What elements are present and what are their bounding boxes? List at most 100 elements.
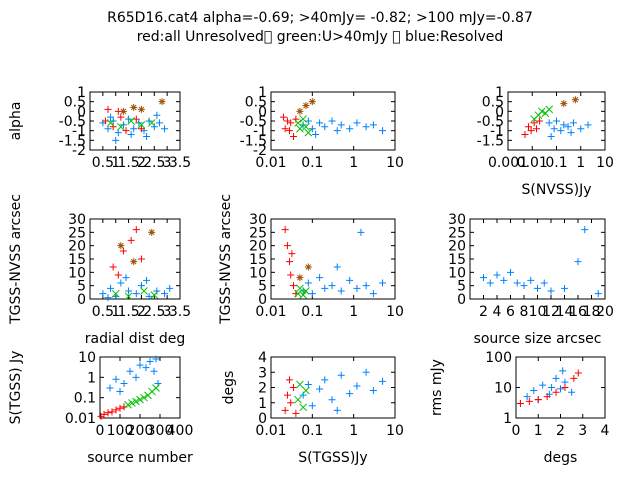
data-point xyxy=(520,282,528,290)
x-tick-label: 14 xyxy=(556,304,574,320)
data-point xyxy=(304,279,312,287)
data-point xyxy=(353,284,361,292)
data-point xyxy=(571,96,579,104)
series-green xyxy=(111,287,159,301)
y-tick-label: 1 xyxy=(503,411,512,427)
data-point xyxy=(527,276,535,284)
x-tick-label: 0.01 xyxy=(255,304,286,320)
data-point xyxy=(574,369,582,377)
x-axis-label: S(NVSS)Jy xyxy=(521,182,591,198)
x-tick-label: 0.1 xyxy=(301,155,323,171)
data-point xyxy=(104,105,112,113)
x-tick-label: 10 xyxy=(596,155,614,171)
series-olive xyxy=(119,98,166,115)
data-point xyxy=(294,119,302,127)
x-tick-label: 3 xyxy=(163,304,172,320)
y-tick-label: 0 xyxy=(77,292,86,308)
x-tick-label: 0.1 xyxy=(301,304,323,320)
data-point xyxy=(525,397,533,405)
data-point xyxy=(379,127,387,135)
data-point xyxy=(136,395,144,404)
data-point xyxy=(112,375,120,383)
y-tick-label: -2 xyxy=(253,143,267,159)
data-point xyxy=(130,125,138,133)
y-axis-label: alpha xyxy=(8,102,24,141)
data-point xyxy=(287,119,295,127)
series-red xyxy=(109,226,145,279)
y-tick-label: 100 xyxy=(485,350,512,366)
series-blue xyxy=(106,355,162,396)
data-point xyxy=(346,125,354,133)
data-point xyxy=(128,399,136,407)
y-tick-label: 0.5 xyxy=(482,95,504,111)
x-tick-label: 0 xyxy=(512,423,521,439)
data-point xyxy=(152,355,160,363)
x-tick-label: 16 xyxy=(569,304,587,320)
series-green xyxy=(124,384,160,409)
data-point xyxy=(379,377,387,385)
x-tick-label: 18 xyxy=(583,304,601,320)
data-point xyxy=(161,290,169,298)
x-tick-label: 0.01 xyxy=(517,155,548,171)
data-point xyxy=(107,284,115,292)
data-point xyxy=(108,408,116,416)
data-point xyxy=(137,125,145,133)
data-point xyxy=(114,129,122,137)
data-point xyxy=(104,294,112,302)
x-axis-label: source size arcsec xyxy=(474,331,602,347)
data-point xyxy=(296,274,304,282)
data-point xyxy=(136,361,144,369)
x-tick-label: 0.1 xyxy=(545,155,567,171)
y-tick-label: 5 xyxy=(457,279,466,295)
data-point xyxy=(116,388,124,396)
data-point xyxy=(328,117,336,125)
data-point xyxy=(552,388,560,396)
data-point xyxy=(321,284,329,292)
data-point xyxy=(106,384,114,392)
series-blue xyxy=(523,367,576,404)
data-point xyxy=(145,292,153,300)
y-tick-label: 0.01 xyxy=(65,411,96,427)
x-tick-label: 100 xyxy=(107,423,134,439)
series-blue xyxy=(99,111,169,144)
y-tick-label: 30 xyxy=(448,212,466,228)
x-tick-label: 200 xyxy=(127,423,154,439)
data-point xyxy=(132,397,140,406)
data-point xyxy=(302,122,310,131)
data-point xyxy=(516,399,524,407)
data-point xyxy=(321,123,329,131)
y-tick-label: 25 xyxy=(68,225,86,241)
data-point xyxy=(328,282,336,290)
data-point xyxy=(140,393,148,402)
data-point xyxy=(104,409,112,417)
data-point xyxy=(127,117,135,125)
data-point xyxy=(122,127,130,135)
y-tick-label: 0 xyxy=(457,292,466,308)
x-tick-label: 4 xyxy=(493,304,502,320)
series-red xyxy=(281,226,300,298)
data-point xyxy=(132,226,140,234)
series-olive xyxy=(296,263,312,282)
data-point xyxy=(289,384,297,391)
y-tick-label: -1 xyxy=(490,124,504,140)
data-point xyxy=(283,117,291,125)
x-tick-label: 1.5 xyxy=(117,304,139,320)
x-tick-label: 2.5 xyxy=(143,155,165,171)
series-green xyxy=(106,117,156,131)
x-tick-label: 1 xyxy=(111,304,120,320)
data-point xyxy=(125,287,133,295)
data-point xyxy=(304,263,312,271)
series-red xyxy=(101,105,145,135)
x-tick-label: 3.5 xyxy=(169,304,191,320)
data-point xyxy=(112,406,120,414)
data-point xyxy=(279,113,287,121)
data-point xyxy=(480,274,487,282)
x-tick-label: 0.001 xyxy=(488,155,528,171)
y-tick-label: 30 xyxy=(68,212,86,228)
data-point xyxy=(493,271,501,279)
panels: 0.511.522.533.5-2-1.5-1-0.500.51alpha0.0… xyxy=(8,85,614,466)
data-point xyxy=(281,226,289,234)
